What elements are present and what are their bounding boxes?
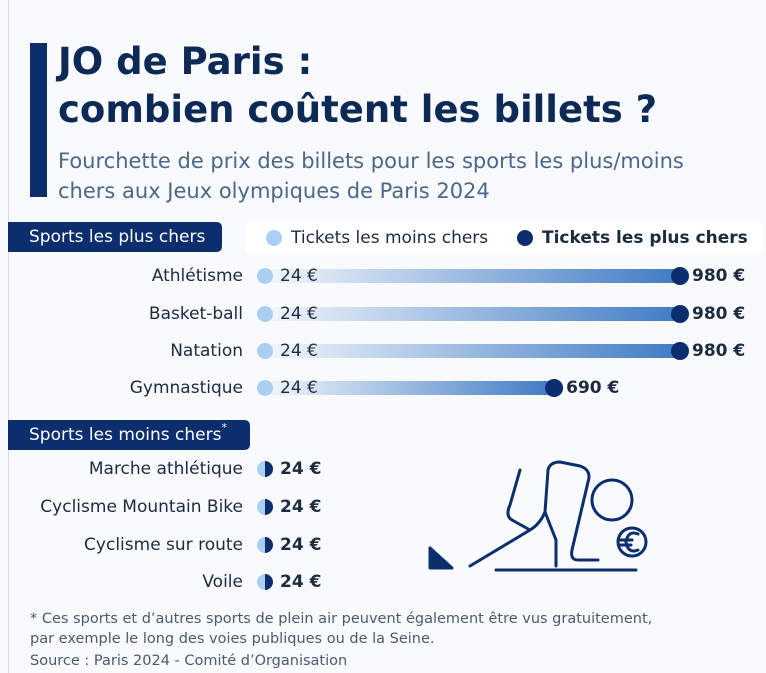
min-dot: [257, 380, 273, 396]
min-dot: [257, 343, 273, 359]
range-bar: [265, 381, 555, 395]
category-label: Cyclisme Mountain Bike: [40, 497, 243, 517]
price-dot-right: [265, 461, 273, 477]
source: Source : Paris 2024 - Comité d’Organisat…: [30, 653, 348, 669]
category-label: Voile: [202, 572, 243, 592]
legend-label: Tickets les moins chers: [290, 228, 488, 248]
min-label: 24 €: [280, 341, 318, 361]
price-dot-left: [257, 537, 265, 553]
price-dot-left: [257, 574, 265, 590]
max-label: 690 €: [566, 378, 619, 398]
price-label: 24 €: [280, 459, 321, 479]
range-bar: [265, 344, 680, 358]
section-label-bg: [8, 222, 222, 252]
category-label: Cyclisme sur route: [84, 535, 243, 555]
section-label-bg: [8, 420, 250, 450]
max-dot: [545, 379, 564, 397]
section-label: Sports les moins chers*: [29, 421, 228, 445]
runner-icon: [428, 460, 648, 572]
range-bar: [265, 307, 680, 321]
price-dot-left: [257, 499, 265, 515]
max-dot: [671, 305, 689, 323]
subtitle: Fourchette de prix des billets pour les …: [58, 149, 684, 203]
price-label: 24 €: [280, 535, 321, 555]
price-dot-right: [265, 537, 273, 553]
min-dot: [257, 268, 273, 284]
accent-bar: [30, 43, 47, 197]
category-label: Basket-ball: [149, 304, 243, 324]
footnote: * Ces sports et d’autres sports de plein…: [30, 611, 653, 647]
max-label: 980 €: [692, 341, 745, 361]
min-label: 24 €: [280, 378, 318, 398]
section-label: Sports les plus chers: [29, 227, 205, 247]
price-dot: [257, 499, 273, 515]
price-dot-right: [265, 499, 273, 515]
legend-box: [245, 222, 763, 254]
price-dot: [257, 537, 273, 553]
price-dot-right: [265, 574, 273, 590]
legend-dot: [517, 230, 533, 246]
min-label: 24 €: [280, 304, 318, 324]
price-label: 24 €: [280, 572, 321, 592]
section-label-marker: *: [222, 421, 228, 434]
price-label: 24 €: [280, 497, 321, 517]
title: JO de Paris : combien coûtent les billet…: [58, 40, 658, 131]
max-label: 980 €: [692, 304, 745, 324]
range-bar: [265, 269, 680, 283]
price-dot: [257, 574, 273, 590]
legend-dot: [266, 230, 282, 246]
price-dot: [257, 461, 273, 477]
min-label: 24 €: [280, 266, 318, 286]
max-dot: [671, 342, 689, 360]
border: [8, 0, 9, 673]
legend-label: Tickets les plus chers: [542, 228, 748, 248]
max-label: 980 €: [692, 266, 745, 286]
price-dot-left: [257, 461, 265, 477]
min-dot: [257, 306, 273, 322]
category-label: Natation: [170, 341, 243, 361]
max-dot: [671, 267, 689, 285]
category-label: Gymnastique: [130, 378, 243, 398]
category-label: Marche athlétique: [89, 459, 243, 479]
category-label: Athlétisme: [152, 266, 243, 286]
